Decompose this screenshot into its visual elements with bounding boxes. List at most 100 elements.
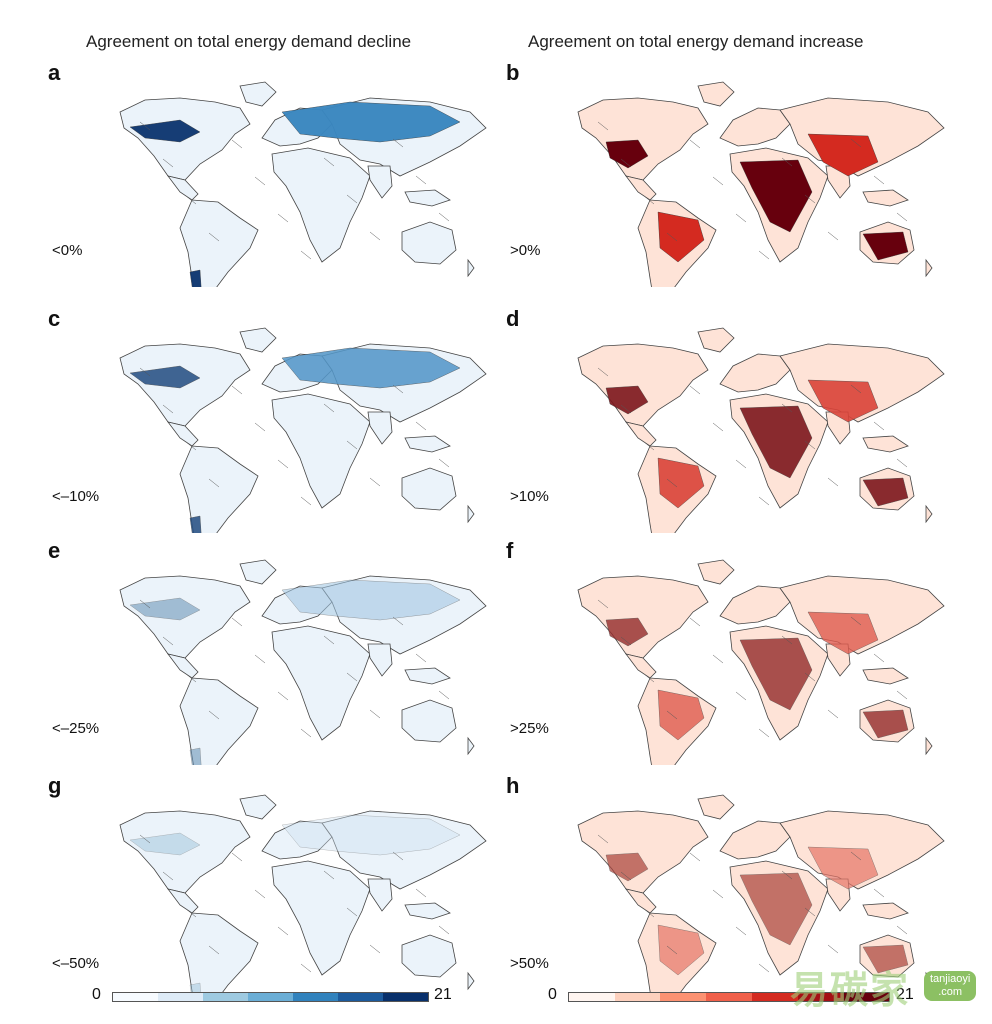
- red-colorbar-segment: [569, 993, 615, 1001]
- country-border: [666, 945, 678, 955]
- country-border: [620, 404, 632, 414]
- map-panel-g: g <–50%: [48, 773, 490, 1000]
- country-border: [758, 496, 770, 506]
- land-region: [321, 810, 487, 890]
- map-panel-a: a <0%: [48, 60, 490, 287]
- panel-letter: e: [48, 538, 61, 563]
- land-region: [167, 175, 199, 201]
- country-border: [781, 403, 793, 413]
- panel-letter: h: [506, 773, 520, 798]
- country-border: [712, 889, 724, 899]
- watermark-logo-text: 易碳家: [790, 970, 911, 1012]
- land-region: [367, 878, 393, 912]
- country-border: [735, 926, 747, 936]
- land-region: [271, 625, 371, 741]
- country-border: [758, 250, 770, 260]
- country-border: [300, 963, 312, 973]
- world-map-h: [577, 794, 945, 1000]
- country-border: [735, 213, 747, 223]
- agreement-shading: [807, 846, 879, 890]
- threshold-label: <0%: [52, 242, 83, 259]
- land-region: [467, 971, 475, 991]
- country-border: [300, 728, 312, 738]
- world-map-c: [119, 327, 487, 533]
- land-region: [179, 445, 259, 533]
- agreement-shading: [605, 852, 649, 882]
- blue-colorbar-segment: [383, 993, 428, 1001]
- land-region: [179, 677, 259, 765]
- country-border: [277, 213, 289, 223]
- country-border: [666, 478, 678, 488]
- country-border: [185, 673, 197, 683]
- agreement-shading: [862, 231, 909, 261]
- country-border: [162, 158, 174, 168]
- watermark-domain-line1: tanjiaoyi: [930, 973, 971, 985]
- country-border: [323, 635, 335, 645]
- agreement-shading: [189, 515, 202, 533]
- country-border: [415, 175, 427, 185]
- watermark-domain-line2: .com: [938, 986, 963, 998]
- country-border: [804, 194, 816, 204]
- country-border: [804, 672, 816, 682]
- land-region: [401, 467, 457, 511]
- land-region: [577, 575, 709, 659]
- country-border: [758, 728, 770, 738]
- country-border: [346, 672, 358, 682]
- country-border: [369, 944, 381, 954]
- country-border: [392, 138, 404, 148]
- land-region: [577, 810, 709, 894]
- land-region: [167, 888, 199, 914]
- land-region: [239, 327, 277, 353]
- land-region: [625, 421, 657, 447]
- country-border: [231, 852, 243, 862]
- country-border: [827, 944, 839, 954]
- blue-colorbar-segment: [248, 993, 293, 1001]
- panel-letter: g: [48, 773, 62, 798]
- left-column-title: Agreement on total energy demand decline: [86, 32, 412, 51]
- country-border: [597, 121, 609, 131]
- agreement-shading: [807, 379, 879, 423]
- country-border: [827, 709, 839, 719]
- country-border: [346, 907, 358, 917]
- blue-colorbar: 0 21: [92, 985, 462, 1007]
- agreement-shading: [807, 611, 879, 655]
- agreement-shading: [862, 477, 909, 507]
- country-border: [323, 157, 335, 167]
- country-border: [231, 617, 243, 627]
- land-region: [239, 81, 277, 107]
- land-region: [119, 810, 251, 894]
- country-border: [369, 477, 381, 487]
- country-border: [735, 459, 747, 469]
- red-colorbar-scale: [568, 992, 890, 1002]
- country-border: [827, 477, 839, 487]
- land-region: [625, 175, 657, 201]
- land-region: [925, 504, 933, 524]
- land-region: [862, 667, 909, 685]
- land-region: [167, 421, 199, 447]
- land-region: [625, 653, 657, 679]
- land-region: [271, 393, 371, 509]
- country-border: [277, 459, 289, 469]
- agreement-shading: [862, 709, 909, 739]
- threshold-label: <–50%: [52, 955, 100, 972]
- country-border: [620, 158, 632, 168]
- threshold-label: >25%: [510, 720, 549, 737]
- country-border: [369, 709, 381, 719]
- agreement-shading: [605, 139, 649, 169]
- country-border: [804, 440, 816, 450]
- country-border: [254, 654, 266, 664]
- agreement-shading: [189, 269, 202, 287]
- country-border: [277, 926, 289, 936]
- agreement-shading: [129, 119, 201, 143]
- threshold-label: <–25%: [52, 720, 100, 737]
- land-region: [697, 81, 735, 107]
- country-border: [896, 690, 908, 700]
- blue-colorbar-segment: [113, 993, 158, 1001]
- land-region: [719, 585, 791, 625]
- country-border: [597, 367, 609, 377]
- country-border: [231, 139, 243, 149]
- land-region: [697, 559, 735, 585]
- agreement-shading: [657, 457, 705, 509]
- country-border: [438, 690, 450, 700]
- land-region: [367, 643, 393, 677]
